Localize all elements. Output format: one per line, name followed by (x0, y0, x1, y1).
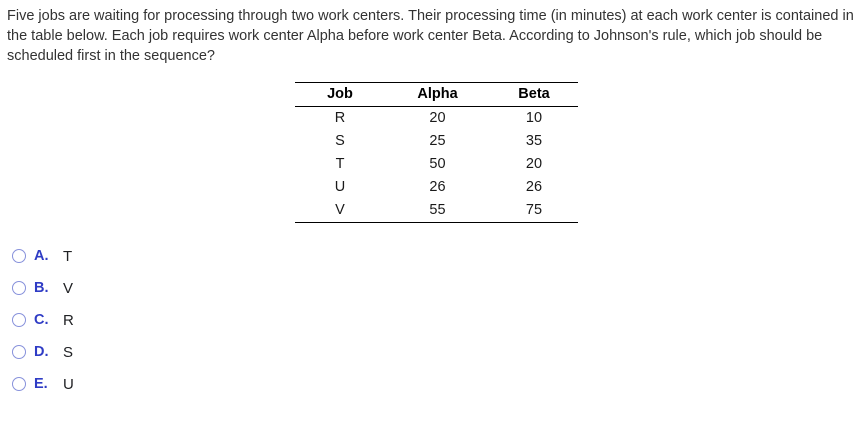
option-label: T (63, 247, 73, 265)
table-row: V 55 75 (295, 199, 578, 223)
radio-button[interactable] (12, 345, 26, 359)
cell-job: S (335, 133, 345, 149)
option-c[interactable]: C. R (12, 304, 74, 336)
table-row: T 50 20 (295, 153, 578, 176)
option-letter: A. (34, 248, 49, 264)
option-label: R (63, 311, 74, 329)
option-letter: B. (34, 280, 49, 296)
option-label: V (63, 279, 74, 297)
option-letter: D. (34, 344, 49, 360)
cell-beta: 75 (525, 202, 543, 218)
cell-job: T (335, 156, 345, 172)
radio-button[interactable] (12, 249, 26, 263)
table-row: U 26 26 (295, 176, 578, 199)
cell-beta: 20 (525, 156, 543, 172)
option-a[interactable]: A. T (12, 240, 74, 272)
table-row: R 20 10 (295, 107, 578, 131)
col-header-job: Job (295, 82, 385, 107)
cell-alpha: 55 (429, 202, 446, 218)
option-b[interactable]: B. V (12, 272, 74, 304)
option-letter: E. (34, 376, 48, 392)
option-label: S (63, 343, 74, 361)
question-text: Five jobs are waiting for processing thr… (7, 8, 854, 64)
table-row: S 25 35 (295, 130, 578, 153)
col-header-alpha: Alpha (385, 82, 490, 107)
option-e[interactable]: E. U (12, 368, 74, 400)
option-label: U (63, 375, 74, 393)
table-header-row: Job Alpha Beta (295, 82, 578, 107)
cell-alpha: 25 (429, 133, 446, 149)
answer-options: A. T B. V C. R D. S E. U (12, 240, 74, 400)
radio-button[interactable] (12, 377, 26, 391)
option-letter: C. (34, 312, 49, 328)
cell-beta: 26 (525, 179, 543, 195)
cell-job: V (335, 202, 345, 218)
radio-button[interactable] (12, 313, 26, 327)
col-header-beta: Beta (490, 82, 578, 107)
radio-button[interactable] (12, 281, 26, 295)
cell-beta: 10 (525, 110, 543, 126)
cell-job: U (334, 179, 346, 195)
cell-alpha: 26 (429, 179, 446, 195)
cell-alpha: 50 (429, 156, 446, 172)
processing-time-table: Job Alpha Beta R 20 10 S 25 35 T 50 20 (295, 82, 578, 223)
cell-alpha: 20 (429, 110, 446, 126)
cell-job: R (334, 110, 346, 126)
cell-beta: 35 (525, 133, 543, 149)
option-d[interactable]: D. S (12, 336, 74, 368)
